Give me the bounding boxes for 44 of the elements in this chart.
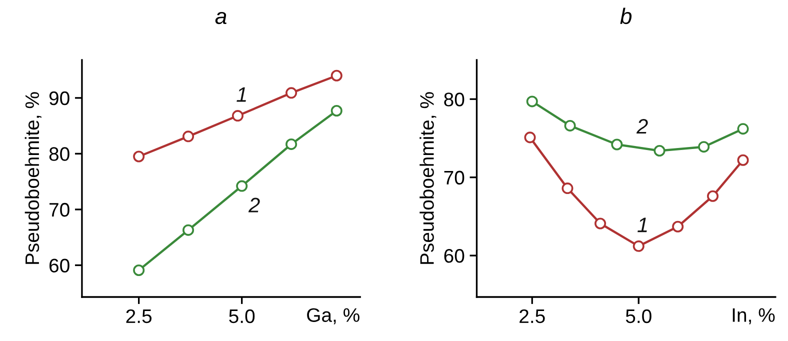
point <box>286 138 298 150</box>
annotation: 2 <box>636 119 648 134</box>
point <box>654 144 666 157</box>
y-axis-title: Pseudoboehmite, % <box>24 92 42 264</box>
point <box>182 224 194 236</box>
point <box>707 190 719 202</box>
chart-title: b <box>620 8 632 24</box>
annotation: 2 <box>248 198 260 212</box>
annotation: 1 <box>236 87 246 102</box>
point <box>737 123 749 135</box>
y-tick-label: 90 <box>49 91 70 106</box>
point <box>330 70 342 82</box>
y-tick-label: 60 <box>50 258 70 272</box>
x-tick-label: 2.5 <box>126 309 152 324</box>
point <box>594 218 606 230</box>
y-tick-label: 70 <box>444 170 464 185</box>
point <box>182 130 194 142</box>
point <box>526 96 538 108</box>
point <box>632 240 644 252</box>
y-tick-label: 60 <box>444 249 464 263</box>
x-tick-label: 2.5 <box>520 309 545 324</box>
y-axis-title: Pseudoboehmite, % <box>420 92 436 264</box>
point <box>232 110 244 122</box>
point <box>564 120 576 132</box>
point <box>133 150 145 162</box>
x-tick-label: 5.0 <box>229 309 255 324</box>
annotation: 1 <box>638 218 647 232</box>
point <box>698 141 710 153</box>
point <box>286 87 298 99</box>
point <box>133 264 145 276</box>
x-axis-title: Ga, % <box>307 308 360 324</box>
point <box>236 180 248 192</box>
point <box>611 138 623 150</box>
x-axis-title: In, % <box>732 308 775 324</box>
chart-title: a <box>215 12 226 24</box>
point <box>330 104 342 117</box>
point <box>737 154 749 166</box>
y-tick-label: 80 <box>444 92 464 106</box>
point <box>562 182 574 194</box>
point <box>672 220 684 232</box>
y-tick-label: 80 <box>49 147 70 161</box>
point <box>524 132 536 144</box>
x-tick-label: 5.0 <box>626 309 652 324</box>
y-tick-label: 70 <box>50 202 70 217</box>
